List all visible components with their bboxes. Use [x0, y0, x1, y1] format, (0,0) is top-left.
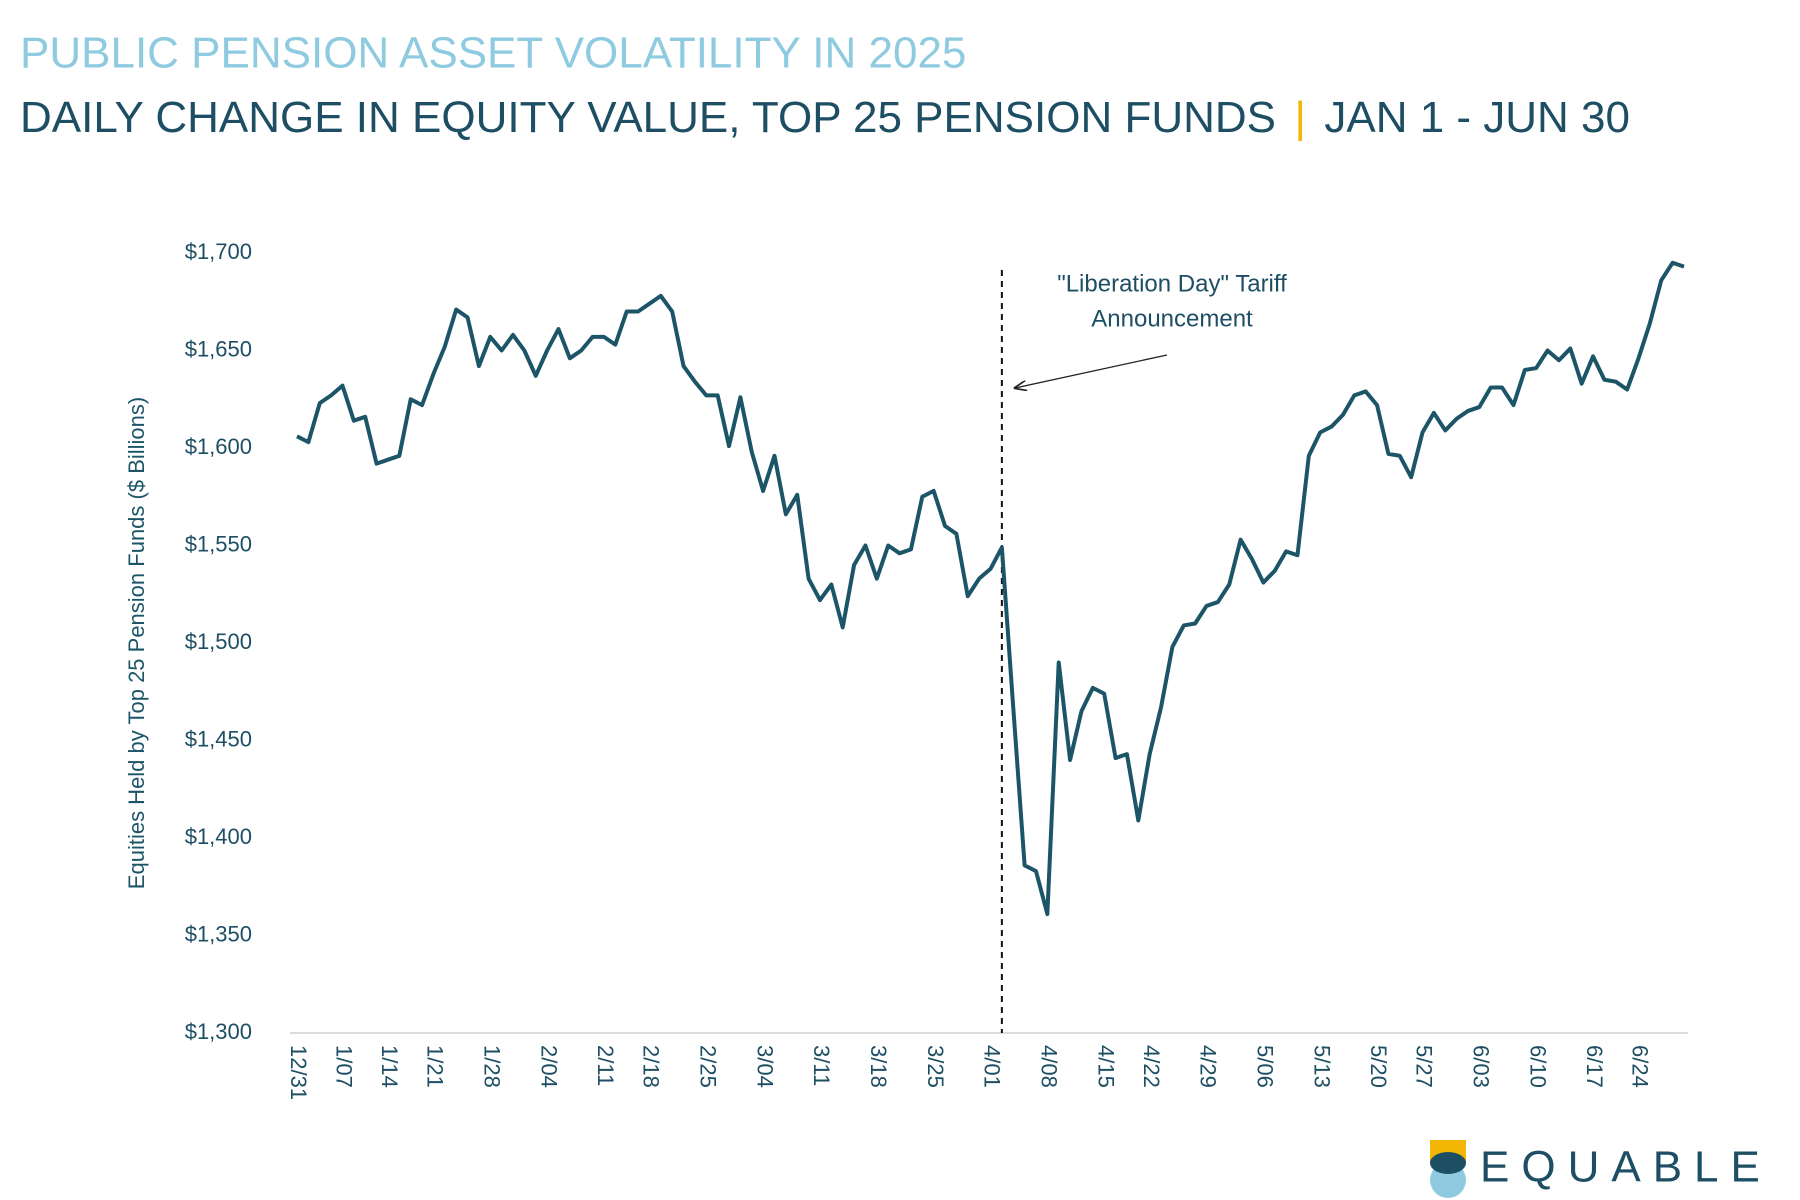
annotation-line: Announcement	[1091, 305, 1253, 332]
y-tick-label: $1,450	[185, 726, 252, 751]
x-tick-label: 2/25	[695, 1045, 720, 1088]
x-tick-label: 3/11	[809, 1045, 834, 1086]
x-tick-label: 1/28	[479, 1045, 504, 1088]
annotation-arrow	[1015, 354, 1168, 388]
x-tick-label: 3/18	[866, 1045, 891, 1088]
y-tick-label: $1,350	[185, 921, 252, 946]
y-tick-label: $1,400	[185, 824, 252, 849]
x-tick-label: 4/29	[1196, 1045, 1221, 1088]
y-axis-label: Equities Held by Top 25 Pension Funds ($…	[124, 397, 149, 889]
x-tick-label: 2/04	[536, 1045, 561, 1088]
logo-mark	[1430, 1140, 1466, 1198]
x-tick-label: 6/10	[1525, 1045, 1550, 1088]
x-tick-label: 1/14	[377, 1045, 402, 1088]
x-tick-label: 1/21	[423, 1045, 448, 1088]
x-tick-label: 5/27	[1412, 1045, 1437, 1088]
y-tick-label: $1,300	[185, 1019, 252, 1044]
y-tick-label: $1,650	[185, 336, 252, 361]
x-tick-label: 4/22	[1139, 1045, 1164, 1088]
x-tick-label: 4/15	[1093, 1045, 1118, 1088]
y-tick-label: $1,600	[185, 434, 252, 459]
subtitle-separator: |	[1294, 93, 1305, 142]
x-tick-label: 3/25	[923, 1045, 948, 1088]
x-tick-label: 5/20	[1366, 1045, 1391, 1088]
y-tick-label: $1,550	[185, 531, 252, 556]
x-tick-label: 4/08	[1037, 1045, 1062, 1088]
x-tick-label: 12/31	[286, 1045, 311, 1100]
x-tick-label: 1/07	[332, 1045, 357, 1088]
x-tick-label: 2/18	[639, 1045, 664, 1088]
x-tick-label: 5/06	[1253, 1045, 1278, 1088]
chart-subtitle: DAILY CHANGE IN EQUITY VALUE, TOP 25 PEN…	[20, 93, 1630, 142]
annotation-line: "Liberation Day" Tariff	[1057, 270, 1287, 297]
x-tick-label: 5/13	[1309, 1045, 1334, 1088]
subtitle-main: DAILY CHANGE IN EQUITY VALUE, TOP 25 PEN…	[20, 93, 1276, 142]
x-tick-label: 3/04	[752, 1045, 777, 1088]
x-tick-label: 6/17	[1582, 1045, 1607, 1088]
chart-title: PUBLIC PENSION ASSET VOLATILITY IN 2025	[20, 29, 966, 78]
x-tick-label: 6/03	[1469, 1045, 1494, 1088]
logo-text: EQUABLE	[1480, 1143, 1772, 1192]
y-tick-label: $1,700	[185, 239, 252, 264]
y-tick-label: $1,500	[185, 629, 252, 654]
x-tick-label: 4/01	[980, 1045, 1005, 1088]
data-line	[296, 260, 1685, 917]
subtitle-range: JAN 1 - JUN 30	[1324, 93, 1630, 142]
x-tick-label: 2/11	[593, 1045, 618, 1086]
x-tick-label: 6/24	[1628, 1045, 1653, 1088]
